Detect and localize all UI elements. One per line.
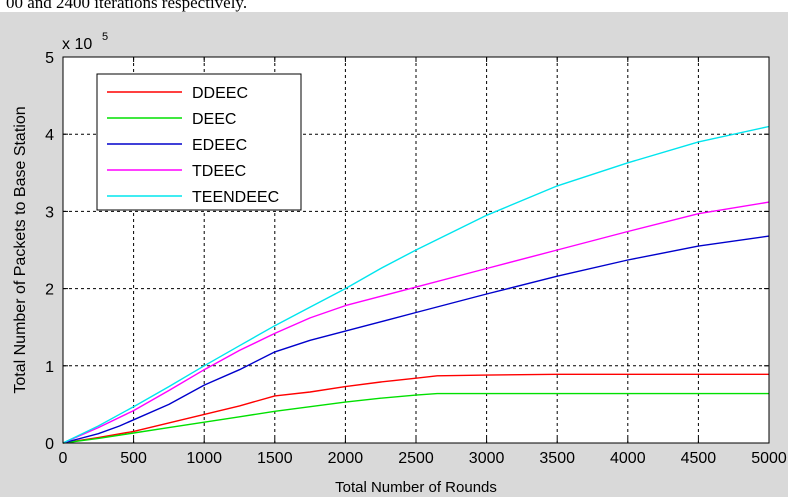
legend-label: TDEEC (192, 163, 246, 180)
x-tick-label: 4500 (681, 450, 717, 467)
series-line-teendeec (62, 125, 770, 444)
series-line-deec (62, 392, 769, 444)
legend-label: DEEC (192, 111, 236, 128)
y-tick-label: 3 (45, 204, 54, 221)
y-tick-label: 1 (45, 359, 54, 376)
y-axis-label: Total Number of Packets to Base Station (12, 106, 29, 393)
y-tick-label: 4 (45, 127, 54, 144)
x-tick-label: 5000 (751, 450, 787, 467)
legend-label: TEENDEEC (192, 189, 279, 206)
x-axis-label: Total Number of Rounds (335, 479, 497, 496)
y-tick-label: 0 (45, 436, 54, 453)
plot-frame (62, 56, 770, 444)
page-caption-fragment: 00 and 2400 iterations respectively. (6, 0, 248, 12)
x-tick-label: 4000 (610, 450, 646, 467)
legend-label: DDEEC (192, 85, 248, 102)
x-tick-label: 2500 (398, 450, 434, 467)
x-tick-label: 1000 (186, 450, 222, 467)
x-tick-label: 1500 (257, 450, 293, 467)
series-line-ddeec (62, 373, 769, 444)
y-multiplier-exponent: 5 (102, 31, 108, 43)
y-tick-label: 2 (45, 282, 54, 299)
x-tick-label: 3000 (469, 450, 505, 467)
legend: DDEEC DEEC EDEEC TDEEC TEENDEEC (96, 73, 302, 211)
x-tick-label: 0 (59, 450, 68, 467)
legend-box (96, 73, 302, 211)
y-tick-label: 5 (45, 50, 54, 67)
x-tick-label: 500 (120, 450, 147, 467)
x-tick-label: 3500 (539, 450, 575, 467)
axis-ticks: 0 500 1000 1500 2000 2500 3000 3500 4000 4500 5000… (45, 50, 787, 467)
x-tick-label: 2000 (328, 450, 364, 467)
y-multiplier-label: x 10 (62, 36, 92, 53)
series-layer (62, 125, 770, 444)
legend-label: EDEEC (192, 137, 247, 154)
series-line-tdeec (62, 201, 770, 444)
series-line-edeec (62, 235, 770, 444)
